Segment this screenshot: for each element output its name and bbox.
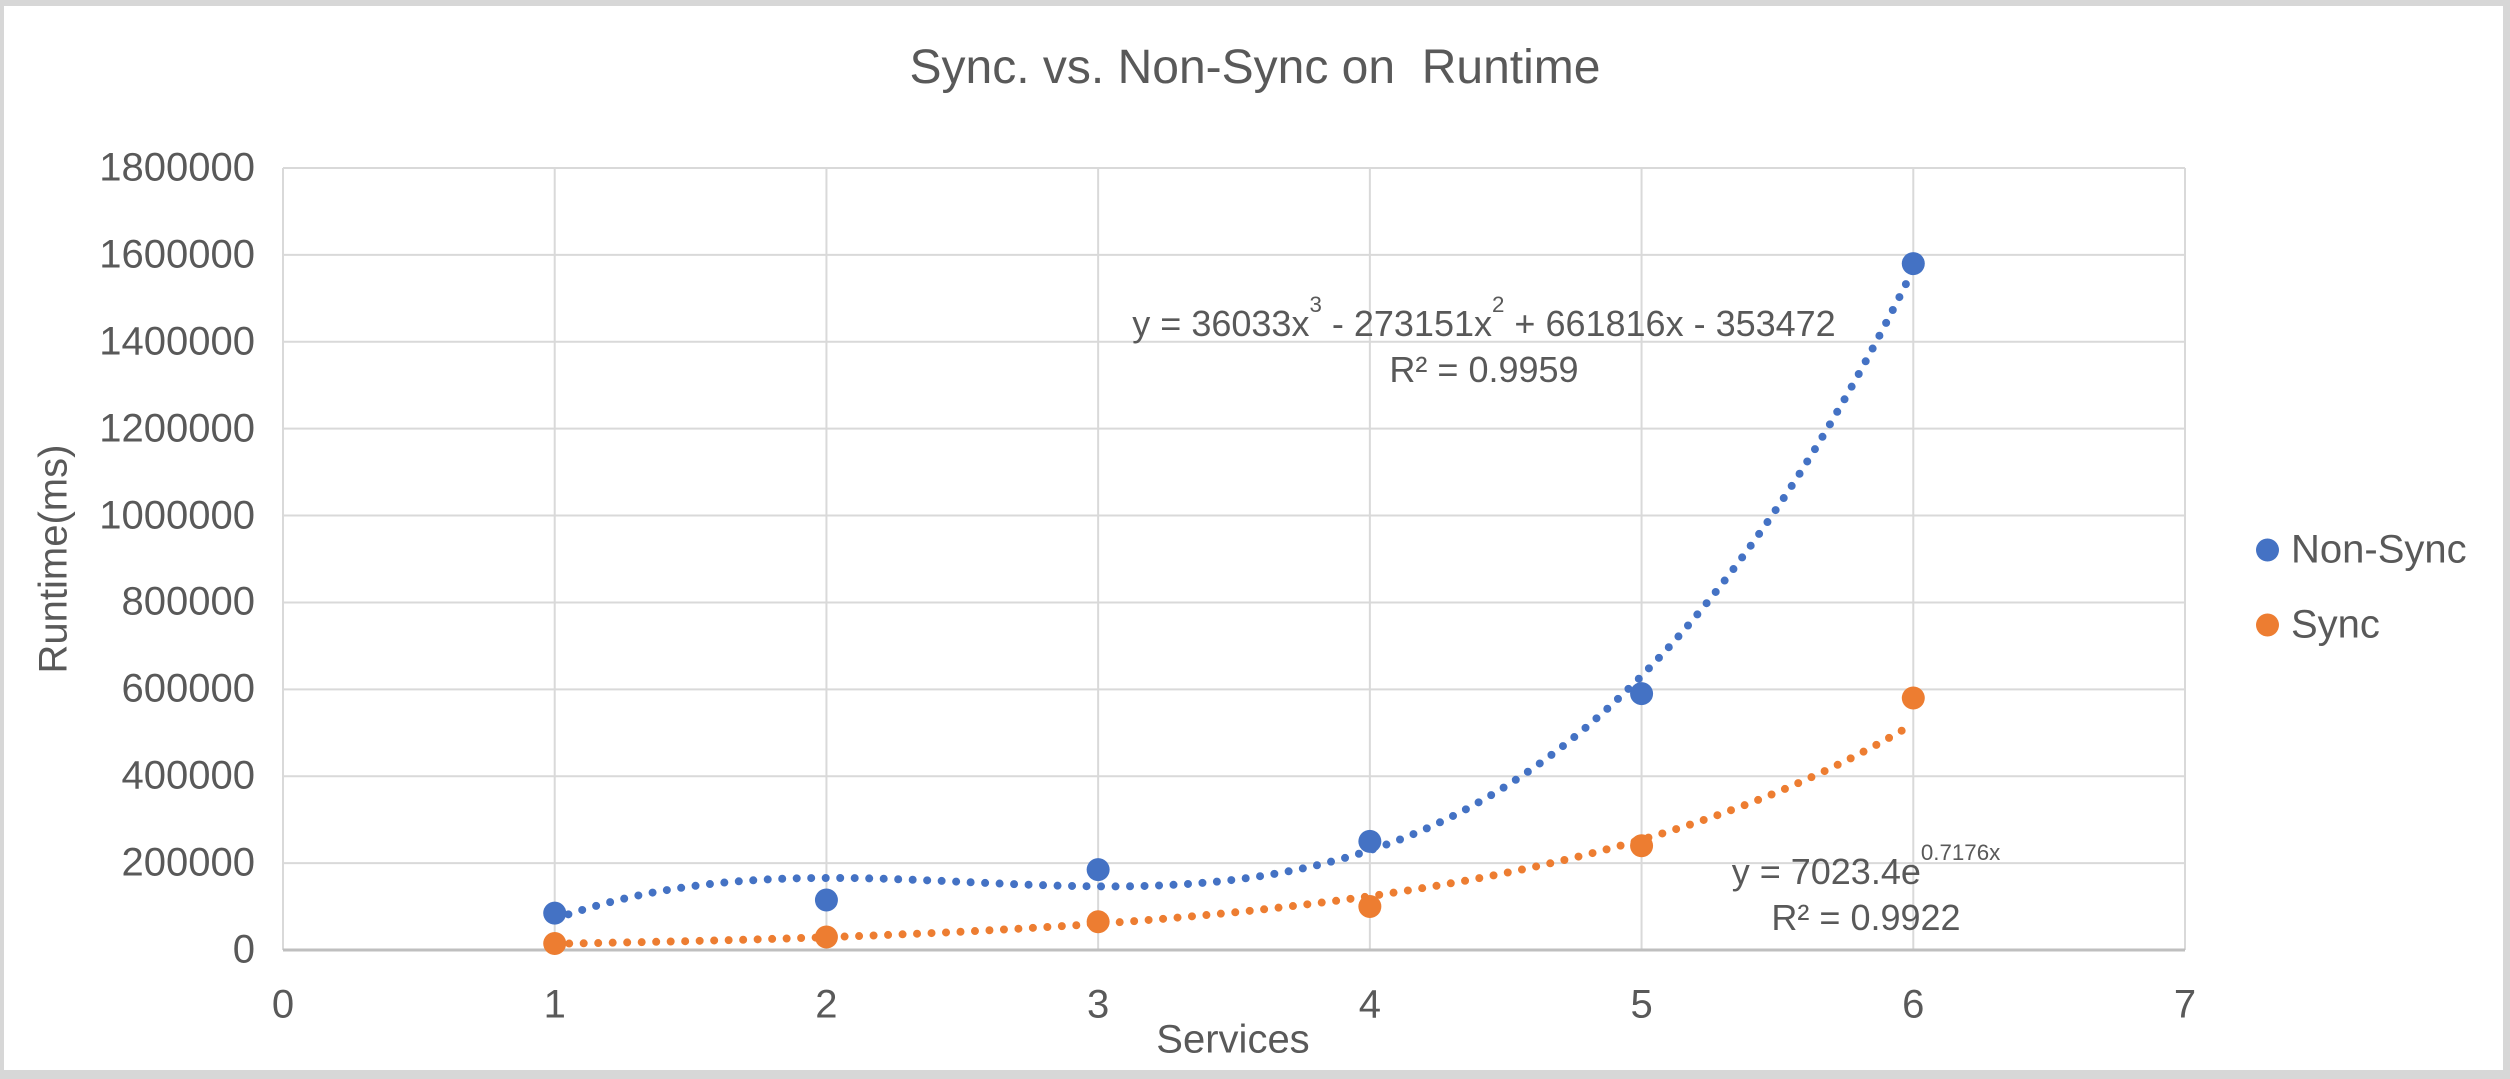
x-tick-label: 2 (815, 982, 838, 1027)
y-tick-label: 600000 (121, 666, 255, 711)
x-tick-label: 6 (1902, 982, 1925, 1027)
y-tick-label: 0 (232, 927, 255, 972)
non-sync-data-point (1901, 252, 1925, 276)
sync-data-point (543, 931, 567, 955)
sync-data-point (1358, 895, 1382, 919)
y-tick-label: 400000 (121, 753, 255, 798)
non-sync-data-point (543, 901, 567, 925)
y-tick-label: 1400000 (99, 319, 255, 364)
y-tick-label: 1800000 (99, 145, 255, 190)
y-tick-label: 800000 (121, 579, 255, 624)
legend-label-sync: Sync (2291, 602, 2380, 647)
sync-data-point (1901, 686, 1925, 710)
nonsync-trendline-equation: y = 36033x3 - 273151x2 + 661816x - 35347… (1132, 291, 1836, 393)
legend-item-sync: Sync (2256, 603, 2380, 648)
chart-title: Sync. vs. Non-Sync on Runtime (909, 41, 1601, 94)
non-sync-data-point (1630, 682, 1654, 706)
x-tick-label: 4 (1358, 982, 1381, 1027)
sync-data-point (1630, 834, 1654, 858)
x-tick-label: 3 (1087, 982, 1110, 1027)
non-sync-trendline (550, 265, 1918, 924)
y-tick-label: 1200000 (99, 406, 255, 451)
chart-area (4, 6, 2503, 1070)
sync-data-point (814, 925, 838, 949)
x-tick-label: 0 (271, 982, 295, 1027)
y-tick-label: 1000000 (99, 493, 255, 538)
sync-data-point (1086, 910, 1110, 934)
x-tick-label: 5 (1630, 982, 1653, 1027)
sync-marker-icon (2256, 613, 2279, 637)
non-sync-data-point (814, 888, 838, 912)
sync-trendline-equation: y = 7023.4e0.7176x R² = 0.9922 (1731, 839, 2001, 941)
sync-trendline (550, 719, 1918, 948)
legend-item-nonsync: Non-Sync (2256, 528, 2467, 573)
sync-equation-line: y = 7023.4e0.7176x (1731, 839, 2001, 892)
y-axis-title: Runtime(ms) (31, 444, 76, 674)
y-tick-label: 1600000 (99, 232, 255, 277)
non-sync-data-point (1086, 858, 1110, 882)
nonsync-r-squared: R² = 0.9959 (1389, 349, 1579, 390)
y-tick-label: 200000 (121, 840, 255, 885)
non-sync-data-point (1358, 829, 1382, 853)
x-tick-label: 7 (2173, 982, 2197, 1027)
nonsync-marker-icon (2256, 538, 2279, 562)
legend-label-nonsync: Non-Sync (2291, 527, 2467, 572)
nonsync-equation-line: y = 36033x3 - 273151x2 + 661816x - 35347… (1132, 291, 1836, 344)
x-axis-title: Services (1156, 1017, 1310, 1062)
x-tick-label: 1 (543, 982, 566, 1027)
sync-r-squared: R² = 0.9922 (1771, 897, 1961, 938)
